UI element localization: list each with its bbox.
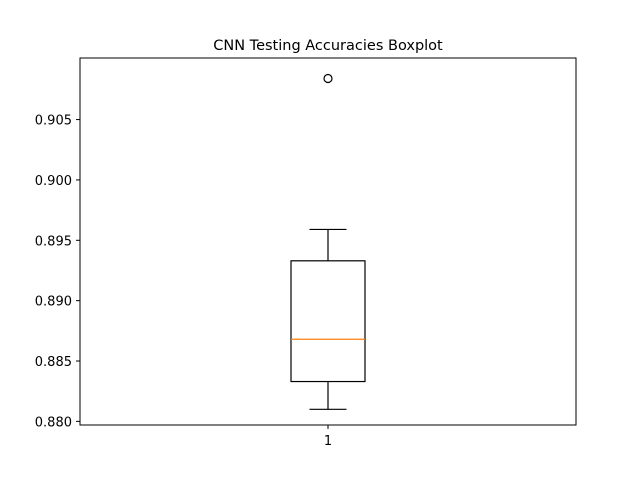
outlier-point [323, 73, 333, 84]
boxes-layer [290, 73, 366, 410]
plot-frame [79, 57, 577, 426]
y-tick-label: 0.880 [35, 415, 72, 430]
y-tick-label: 0.895 [35, 234, 72, 249]
y-tick-label: 0.905 [35, 114, 72, 129]
iqr-box [290, 260, 366, 383]
y-tick-label: 0.900 [35, 174, 72, 189]
y-tick-label: 0.885 [35, 355, 72, 370]
y-axis: 0.880 0.885 0.890 0.895 0.900 0.905 [35, 114, 80, 430]
x-tick-label: 1 [324, 434, 332, 449]
y-tick-label: 0.890 [35, 295, 72, 310]
x-axis: 1 [324, 425, 332, 449]
chart-title: CNN Testing Accuracies Boxplot [213, 38, 443, 54]
